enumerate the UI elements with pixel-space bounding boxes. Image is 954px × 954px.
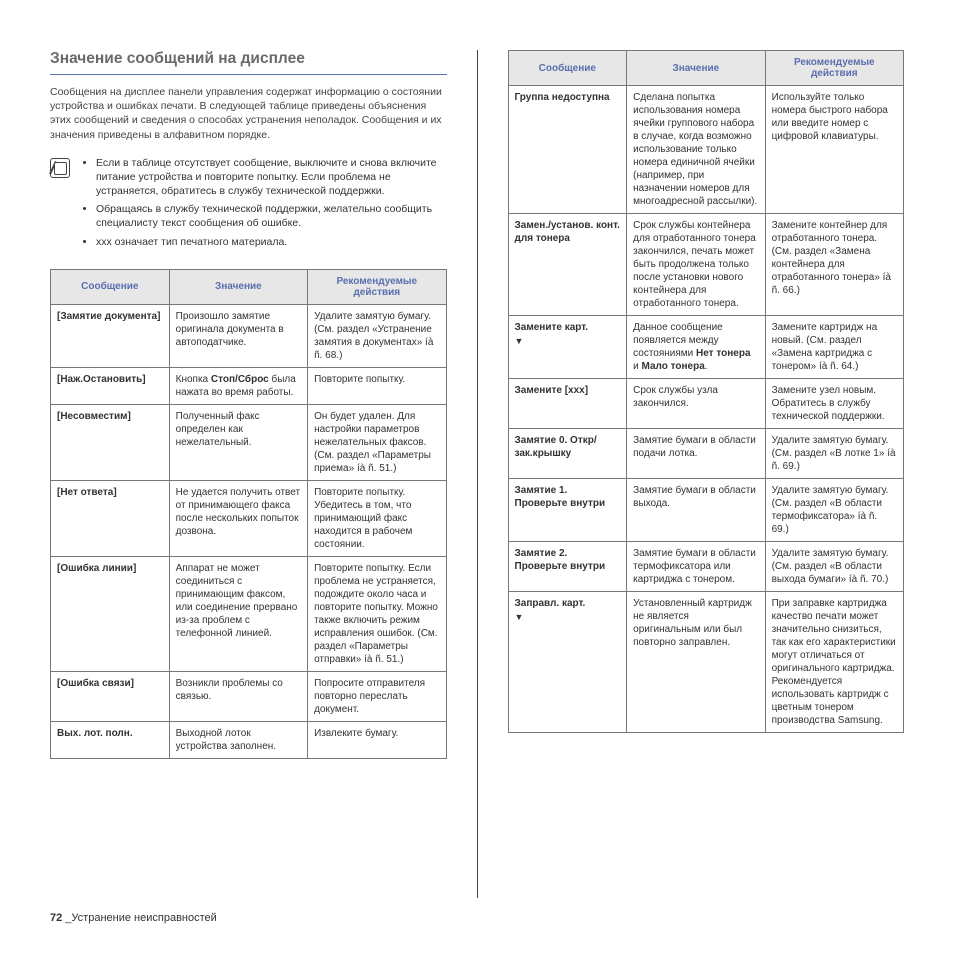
cell-action: Удалите замятую бумагу. (См. раздел «В о… [765, 479, 903, 542]
cell-meaning: Замятие бумаги в области термофиксатора … [627, 542, 765, 592]
cell-message: [Нет ответа] [51, 480, 170, 556]
cell-message: [Замятие документа] [51, 304, 170, 367]
cell-action: При заправке картриджа качество печати м… [765, 592, 903, 733]
cell-message: Замените карт.▼ [508, 316, 627, 379]
cell-message: Замятие 0. Откр/зак.крышку [508, 429, 627, 479]
cell-message: Группа недоступна [508, 86, 627, 214]
table-row: Замен./установ. конт. для тонераСрок слу… [508, 214, 904, 316]
note-item: Обращаясь в службу технической поддержки… [96, 202, 447, 230]
cell-action: Он будет удален. Для настройки параметро… [308, 404, 446, 480]
th-message: Сообщение [508, 51, 627, 86]
cell-message: Замен./установ. конт. для тонера [508, 214, 627, 316]
cell-message: Замятие 1. Проверьте внутри [508, 479, 627, 542]
cell-meaning: Кнопка Стоп/Сброс была нажата во время р… [169, 367, 307, 404]
cell-meaning: Аппарат не может соединиться с принимающ… [169, 556, 307, 671]
cell-meaning: Данное сообщение появляется между состоя… [627, 316, 765, 379]
cell-message: Вых. лот. полн. [51, 721, 170, 758]
cell-action: Удалите замятую бумагу. (См. раздел «В о… [765, 542, 903, 592]
cell-action: Замените узел новым. Обратитесь в службу… [765, 379, 903, 429]
messages-table-left: Сообщение Значение Рекомендуемые действи… [50, 269, 447, 759]
table-row: Замятие 2. Проверьте внутриЗамятие бумаг… [508, 542, 904, 592]
cell-meaning: Возникли проблемы со связью. [169, 671, 307, 721]
cell-meaning: Полученный факс определен как нежелатель… [169, 404, 307, 480]
table-row: Группа недоступнаСделана попытка использ… [508, 86, 904, 214]
table-row: Вых. лот. полн.Выходной лоток устройства… [51, 721, 447, 758]
cell-meaning: Замятие бумаги в области подачи лотка. [627, 429, 765, 479]
cell-message: Замятие 2. Проверьте внутри [508, 542, 627, 592]
left-column: Значение сообщений на дисплее Сообщения … [50, 50, 447, 898]
th-meaning: Значение [627, 51, 765, 86]
cell-message: Замените [xxx] [508, 379, 627, 429]
cell-action: Повторите попытку. Убедитесь в том, что … [308, 480, 446, 556]
page-footer: 72 _Устранение неисправностей [50, 912, 904, 924]
table-row: [Нет ответа]Не удается получить ответ от… [51, 480, 447, 556]
th-action: Рекомендуемые действия [765, 51, 903, 86]
cell-action: Попросите отправителя повторно переслать… [308, 671, 446, 721]
table-row: [Наж.Остановить]Кнопка Стоп/Сброс была н… [51, 367, 447, 404]
cell-message: Заправл. карт.▼ [508, 592, 627, 733]
messages-table-right: Сообщение Значение Рекомендуемые действи… [508, 50, 905, 733]
right-column: Сообщение Значение Рекомендуемые действи… [508, 50, 905, 898]
page: Значение сообщений на дисплее Сообщения … [0, 0, 954, 954]
table-row: Замятие 0. Откр/зак.крышкуЗамятие бумаги… [508, 429, 904, 479]
title-rule [50, 74, 447, 75]
table-row: Замените [xxx]Срок службы узла закончилс… [508, 379, 904, 429]
triangle-down-icon: ▼ [515, 612, 621, 624]
note-item: Если в таблице отсутствует сообщение, вы… [96, 156, 447, 199]
footer-text: _Устранение неисправностей [65, 912, 216, 924]
cell-message: [Ошибка линии] [51, 556, 170, 671]
table-row: [Несовместим]Полученный факс определен к… [51, 404, 447, 480]
cell-message: [Наж.Остановить] [51, 367, 170, 404]
cell-message: [Несовместим] [51, 404, 170, 480]
cell-message: [Ошибка связи] [51, 671, 170, 721]
cell-action: Удалите замятую бумагу. (См. раздел «Уст… [308, 304, 446, 367]
note-item: xxx означает тип печатного материала. [96, 235, 447, 249]
cell-meaning: Произошло замятие оригинала документа в … [169, 304, 307, 367]
cell-action: Извлеките бумагу. [308, 721, 446, 758]
table-row: Замятие 1. Проверьте внутриЗамятие бумаг… [508, 479, 904, 542]
cell-meaning: Сделана попытка использования номера яче… [627, 86, 765, 214]
triangle-down-icon: ▼ [515, 336, 621, 348]
cell-meaning: Установленный картридж не является ориги… [627, 592, 765, 733]
cell-meaning: Срок службы контейнера для отработанного… [627, 214, 765, 316]
table-row: Замените карт.▼Данное сообщение появляет… [508, 316, 904, 379]
cell-action: Замените картридж на новый. (См. раздел … [765, 316, 903, 379]
table-row: Заправл. карт.▼Установленный картридж не… [508, 592, 904, 733]
table-row: [Ошибка связи]Возникли проблемы со связь… [51, 671, 447, 721]
cell-meaning: Срок службы узла закончился. [627, 379, 765, 429]
cell-action: Замените контейнер для отработанного тон… [765, 214, 903, 316]
table-row: [Ошибка линии]Аппарат не может соединить… [51, 556, 447, 671]
table-row: [Замятие документа]Произошло замятие ори… [51, 304, 447, 367]
page-title: Значение сообщений на дисплее [50, 50, 447, 68]
cell-action: Повторите попытку. Если проблема не устр… [308, 556, 446, 671]
two-column-layout: Значение сообщений на дисплее Сообщения … [50, 50, 904, 898]
cell-action: Удалите замятую бумагу. (См. раздел «В л… [765, 429, 903, 479]
cell-action: Повторите попытку. [308, 367, 446, 404]
th-action: Рекомендуемые действия [308, 269, 446, 304]
cell-action: Используйте только номера быстрого набор… [765, 86, 903, 214]
intro-paragraph: Сообщения на дисплее панели управления с… [50, 85, 447, 142]
note-list: Если в таблице отсутствует сообщение, вы… [78, 156, 447, 253]
cell-meaning: Не удается получить ответ от принимающег… [169, 480, 307, 556]
note-icon [50, 158, 70, 178]
page-number: 72 [50, 912, 62, 924]
column-separator [477, 50, 478, 898]
th-message: Сообщение [51, 269, 170, 304]
cell-meaning: Выходной лоток устройства заполнен. [169, 721, 307, 758]
cell-meaning: Замятие бумаги в области выхода. [627, 479, 765, 542]
note-block: Если в таблице отсутствует сообщение, вы… [50, 156, 447, 253]
th-meaning: Значение [169, 269, 307, 304]
